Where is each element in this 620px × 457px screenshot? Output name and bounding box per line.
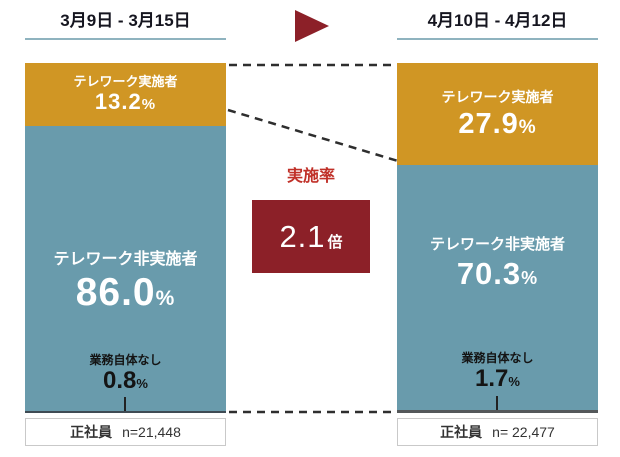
leader-line [496, 395, 499, 410]
segment-no-work [397, 409, 598, 414]
stacked-bar-march: テレワーク実施者 13.2% テレワーク非実施者 86.0% 業務自体なし 0.… [25, 63, 226, 413]
segment-no-work-annotation: 業務自体なし 1.7% [461, 349, 534, 410]
sample-size-box-april: 正社員 n= 22,477 [397, 418, 598, 446]
segment-telework-non-implementers: テレワーク非実施者 86.0% 業務自体なし 0.8% [25, 125, 226, 412]
period-label-march: 3月9日 - 3月15日 [25, 6, 226, 40]
segment-telework-implementers: テレワーク実施者 13.2% [25, 63, 226, 126]
ratio-box: 2.1 倍 [252, 200, 370, 273]
segment-value: 70.3% [456, 255, 539, 291]
sample-group-label: 正社員 [440, 424, 483, 440]
ratio-title: 実施率 [286, 168, 335, 185]
segment-label: 業務自体なし [461, 351, 534, 366]
ratio-value: 2.1 [279, 218, 326, 254]
segment-no-work-annotation: 業務自体なし 0.8% [89, 351, 162, 412]
stacked-bar-april: テレワーク実施者 27.9% テレワーク非実施者 70.3% 業務自体なし 1.… [397, 63, 598, 414]
segment-label: テレワーク非実施者 [53, 250, 198, 268]
leader-line [124, 397, 127, 412]
segment-label: テレワーク非実施者 [429, 236, 565, 254]
segment-value: 0.8% [103, 367, 148, 395]
sample-size-label: n=21,448 [122, 424, 181, 440]
sample-size-label: n= 22,477 [492, 424, 555, 440]
segment-no-work [25, 411, 226, 413]
segment-value: 1.7% [475, 365, 520, 393]
segment-label: 業務自体なし [89, 353, 162, 368]
sample-group-label: 正社員 [70, 424, 113, 440]
segment-value: 27.9% [458, 107, 537, 140]
segment-telework-non-implementers: テレワーク非実施者 70.3% 業務自体なし 1.7% [397, 165, 598, 410]
segment-label: テレワーク実施者 [441, 88, 554, 105]
segment-label: テレワーク実施者 [73, 74, 178, 90]
segment-value: 86.0% [75, 271, 176, 315]
sample-size-box-march: 正社員 n=21,448 [25, 418, 226, 446]
ratio-unit: 倍 [327, 234, 343, 251]
period-label-april: 4月10日 - 4月12日 [397, 6, 598, 40]
segment-telework-implementers: テレワーク実施者 27.9% [397, 63, 598, 166]
arrow-right-icon [295, 10, 329, 42]
segment-value: 13.2% [94, 89, 157, 115]
